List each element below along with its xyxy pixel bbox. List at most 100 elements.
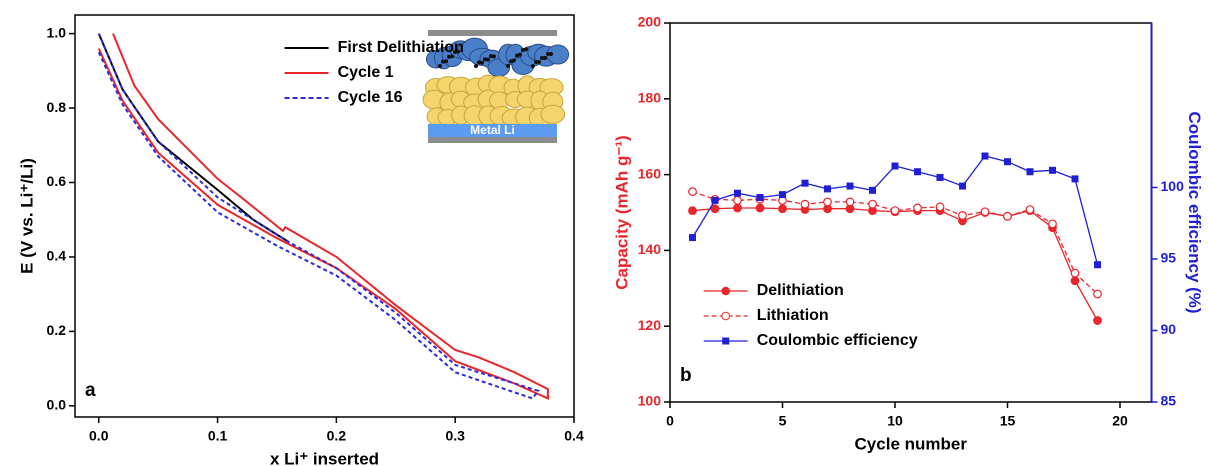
point (823, 197, 832, 207)
point (869, 186, 876, 194)
x-tick-label: 0 (666, 413, 674, 429)
legend-marker (722, 337, 730, 345)
y-axis-label: E (V vs. Li⁺/Li) (17, 158, 36, 274)
point (981, 152, 989, 160)
y2-tick-label: 100 (1161, 178, 1185, 194)
point (801, 179, 809, 187)
inset-carbon (456, 49, 460, 54)
point (959, 182, 966, 190)
legend-label: Cycle 1 (338, 64, 394, 81)
legend-label: Coulombic efficiency (757, 332, 918, 349)
point (936, 173, 944, 181)
y-tick-label: 140 (638, 241, 662, 257)
x-tick-label: 0.0 (89, 428, 109, 444)
y-tick-label: 120 (638, 317, 662, 333)
point (711, 196, 719, 204)
point (891, 162, 899, 170)
x-tick-label: 10 (887, 413, 903, 429)
y-tick-label: 0.4 (47, 248, 67, 264)
point (1003, 211, 1012, 221)
legend-label: Lithiation (757, 307, 829, 324)
point (1004, 158, 1011, 166)
y2-tick-label: 90 (1161, 321, 1177, 337)
inset-carbon (447, 54, 451, 59)
y-tick-label: 200 (638, 14, 662, 30)
y2-axis-label: Coulombic efficiency (%) (1185, 111, 1204, 313)
y-tick-label: 100 (638, 393, 662, 409)
point (868, 199, 877, 209)
inset-carbon (534, 60, 538, 64)
inset-carbon (450, 54, 454, 59)
point (824, 185, 831, 193)
point (846, 182, 854, 190)
x-tick-label: 0.3 (445, 428, 465, 444)
inset-carbon (506, 64, 510, 68)
inset-carbon (509, 59, 513, 64)
inset: Metal Li (422, 30, 570, 143)
inset-label: Metal Li (470, 123, 515, 137)
inset-carbon (477, 60, 481, 65)
x-tick-label: 0.1 (208, 428, 228, 444)
point (914, 168, 921, 176)
legend-label: Delithiation (757, 282, 844, 299)
point (845, 197, 855, 207)
series-line (97, 33, 290, 243)
inset-carbon (444, 59, 448, 64)
inset-particle (540, 104, 566, 124)
inset-carbon (549, 52, 553, 56)
y-tick-label: 0.2 (47, 322, 67, 338)
y-tick-label: 180 (638, 90, 662, 106)
y-tick-label: 0.6 (47, 173, 67, 189)
point (756, 193, 764, 201)
x-tick-label: 15 (1000, 413, 1016, 429)
x-tick-label: 0.4 (564, 428, 584, 444)
point (1025, 205, 1035, 214)
plot-frame (74, 14, 575, 418)
inset-carbon (524, 47, 528, 52)
point (913, 203, 922, 213)
inset-carbon (512, 58, 516, 63)
point (1049, 166, 1056, 174)
point (1071, 175, 1079, 183)
series-line (692, 207, 1099, 321)
inset-carbon (441, 59, 445, 64)
point (980, 207, 990, 217)
point (1070, 276, 1080, 286)
panel-label: b (680, 365, 692, 386)
inset-carbon (521, 48, 525, 52)
inset-collector (428, 137, 557, 143)
point (733, 203, 742, 213)
point (800, 199, 810, 209)
point (688, 187, 697, 197)
point (1026, 168, 1034, 176)
legend-label: Cycle 16 (338, 89, 403, 106)
y-tick-label: 0.0 (47, 397, 67, 413)
inset-carbon (543, 56, 547, 60)
inset-carbon (492, 54, 496, 59)
point (1093, 316, 1102, 325)
point (710, 204, 720, 214)
legend-marker (721, 286, 731, 296)
y-tick-label: 0.8 (47, 99, 67, 115)
y-tick-label: 160 (638, 165, 662, 181)
inset-carbon (438, 64, 442, 68)
y2-tick-label: 85 (1161, 393, 1177, 409)
y-axis-label: Capacity (mAh g⁻¹) (612, 135, 631, 289)
inset-carbon (546, 52, 550, 56)
x-tick-label: 0.2 (327, 428, 347, 444)
inset-carbon (531, 64, 535, 68)
legend-marker (721, 311, 731, 321)
x-tick-label: 20 (1112, 413, 1128, 429)
point (733, 195, 742, 205)
point (1094, 261, 1101, 269)
inset-carbon (489, 54, 493, 58)
point (688, 206, 697, 216)
point (1070, 268, 1080, 278)
panel-label: a (85, 380, 96, 401)
inset-carbon (515, 53, 519, 58)
inset-carbon (474, 64, 478, 68)
y-tick-label: 1.0 (47, 24, 67, 40)
series-line (97, 33, 549, 400)
inset-collector (428, 30, 557, 36)
